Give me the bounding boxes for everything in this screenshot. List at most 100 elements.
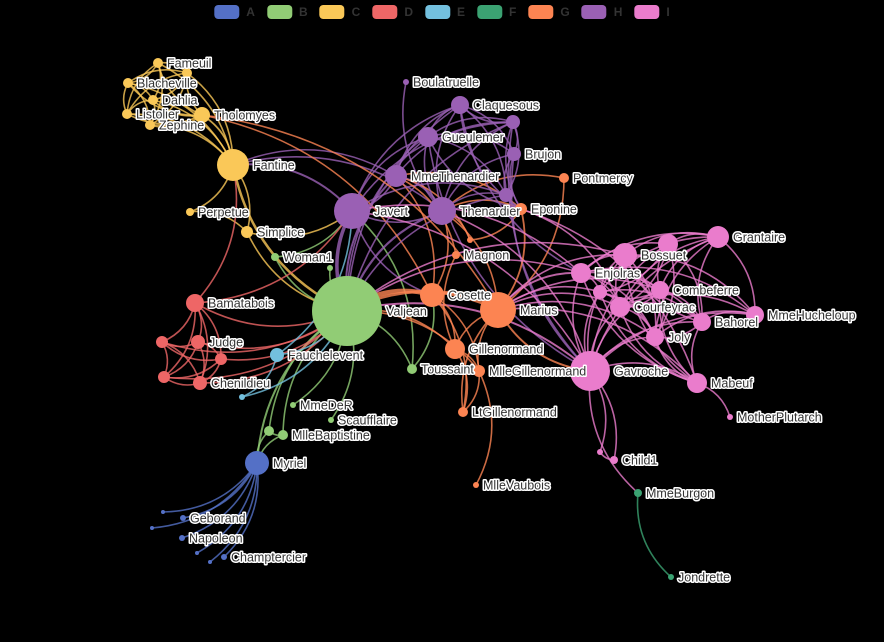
legend-item-C[interactable]: C xyxy=(319,5,360,19)
node-Woman1[interactable] xyxy=(271,253,279,261)
node-Gavroche[interactable] xyxy=(570,351,610,391)
node-MotherInnocent[interactable] xyxy=(239,394,245,400)
node-Cochepaille[interactable] xyxy=(158,371,170,383)
node-Myriel[interactable] xyxy=(245,451,269,475)
node-Zephine[interactable] xyxy=(145,120,155,130)
node-label-Toussaint: Toussaint xyxy=(421,363,474,377)
node-Blacheville[interactable] xyxy=(123,78,133,88)
legend-swatch-F xyxy=(477,5,502,19)
node-Montparnasse[interactable] xyxy=(499,188,513,202)
node-Marguerite[interactable] xyxy=(327,265,333,271)
node-Jondrette[interactable] xyxy=(668,574,674,580)
node-label-Zephine: Zephine xyxy=(159,119,204,133)
node-Brujon[interactable] xyxy=(507,147,521,161)
node-label-Blacheville: Blacheville xyxy=(137,77,197,91)
node-Child2[interactable] xyxy=(597,449,603,455)
node-Prouvaire[interactable] xyxy=(658,234,678,254)
node-MmeBurgon[interactable] xyxy=(634,489,642,497)
node-Claquesous[interactable] xyxy=(451,96,469,114)
node-Babet[interactable] xyxy=(506,115,520,129)
node-Fameuil[interactable] xyxy=(153,58,163,68)
node-Tholomyes[interactable] xyxy=(194,107,210,123)
node-Dahlia[interactable] xyxy=(148,95,158,105)
edge-Geborand-Myriel xyxy=(182,462,258,519)
node-OldMan[interactable] xyxy=(208,560,212,564)
node-Feuilly[interactable] xyxy=(593,285,607,299)
node-MmeMagloire[interactable] xyxy=(264,426,274,436)
node-Boulatruelle[interactable] xyxy=(403,79,409,85)
node-Champtercier[interactable] xyxy=(221,554,227,560)
node-Gueulemer[interactable] xyxy=(418,127,438,147)
node-Geborand[interactable] xyxy=(180,515,186,521)
node-Bahorel[interactable] xyxy=(693,313,711,331)
node-Pontmercy[interactable] xyxy=(559,173,569,183)
node-CountessDeLo[interactable] xyxy=(161,510,165,514)
node-Marius[interactable] xyxy=(480,292,516,328)
legend-label-E: E xyxy=(456,5,465,19)
node-Champmathieu[interactable] xyxy=(215,353,227,365)
node-MotherPlutarch[interactable] xyxy=(727,414,733,420)
node-Simplice[interactable] xyxy=(241,226,253,238)
node-Enjolras[interactable] xyxy=(571,263,591,283)
node-Listolier[interactable] xyxy=(122,109,132,119)
node-Bamatabois[interactable] xyxy=(186,294,204,312)
node-label-Dahlia: Dahlia xyxy=(162,94,197,108)
node-label-Boulatruelle: Boulatruelle xyxy=(413,76,479,90)
edge-MmeHucheloup-Enjolras xyxy=(580,266,756,316)
node-LtGillenormand[interactable] xyxy=(458,407,468,417)
node-Fantine[interactable] xyxy=(217,149,249,181)
node-MlleBaptistine[interactable] xyxy=(278,430,288,440)
legend-item-I[interactable]: I xyxy=(634,5,670,19)
node-Child1[interactable] xyxy=(610,456,618,464)
node-Chenildieu[interactable] xyxy=(193,376,207,390)
legend-item-H[interactable]: H xyxy=(581,5,622,19)
node-MmeThenardier[interactable] xyxy=(385,165,407,187)
node-Anzelma[interactable] xyxy=(467,237,473,243)
node-Toussaint[interactable] xyxy=(407,364,417,374)
node-MmeDeR[interactable] xyxy=(290,402,296,408)
node-Count[interactable] xyxy=(195,551,199,555)
node-label-Fameuil: Fameuil xyxy=(167,57,211,71)
node-Eponine[interactable] xyxy=(515,203,527,215)
node-Brevet[interactable] xyxy=(156,336,168,348)
node-label-Grantaire: Grantaire xyxy=(733,231,785,245)
node-Scaufflaire[interactable] xyxy=(328,417,334,423)
node-Bossuet[interactable] xyxy=(613,243,637,267)
node-Gillenormand[interactable] xyxy=(445,339,465,359)
node-MlleGillenormand[interactable] xyxy=(473,365,485,377)
node-label-MotherPlutarch: MotherPlutarch xyxy=(737,411,822,425)
node-MmeHucheloup[interactable] xyxy=(746,306,764,324)
node-Thenardier[interactable] xyxy=(428,197,456,225)
node-label-MmeBurgon: MmeBurgon xyxy=(646,487,714,501)
node-Magnon[interactable] xyxy=(452,251,460,259)
legend-item-F[interactable]: F xyxy=(477,5,516,19)
legend-item-G[interactable]: G xyxy=(528,5,570,19)
node-Napoleon[interactable] xyxy=(179,535,185,541)
node-Courfeyrac[interactable] xyxy=(610,297,630,317)
node-Mabeuf[interactable] xyxy=(687,373,707,393)
node-Joly[interactable] xyxy=(646,328,664,346)
node-Grantaire[interactable] xyxy=(707,226,729,248)
node-Valjean[interactable] xyxy=(312,276,382,346)
legend-item-B[interactable]: B xyxy=(266,5,308,19)
node-Javert[interactable] xyxy=(334,193,370,229)
node-label-MlleBaptistine: MlleBaptistine xyxy=(292,429,370,443)
edge-Bahorel-Enjolras xyxy=(580,271,703,323)
node-MlleVaubois[interactable] xyxy=(473,482,479,488)
edge-Favourite-Blacheville xyxy=(127,68,188,84)
node-Perpetue[interactable] xyxy=(186,208,194,216)
node-Cosette[interactable] xyxy=(420,283,444,307)
node-label-Enjolras: Enjolras xyxy=(595,267,640,281)
node-Favourite[interactable] xyxy=(182,68,192,78)
legend-item-D[interactable]: D xyxy=(372,5,413,19)
node-Fauchelevent[interactable] xyxy=(270,348,284,362)
legend-item-A[interactable]: A xyxy=(214,5,255,19)
node-Combeferre[interactable] xyxy=(651,281,669,299)
edge-Count-Myriel xyxy=(196,462,258,554)
node-label-MmeThenardier: MmeThenardier xyxy=(411,170,499,184)
legend-item-E[interactable]: E xyxy=(424,5,465,19)
node-Judge[interactable] xyxy=(191,335,205,349)
node-label-Cosette: Cosette xyxy=(448,289,491,303)
edge-MmeThenardier-Fantine xyxy=(232,148,397,177)
node-Cravatte[interactable] xyxy=(150,526,154,530)
